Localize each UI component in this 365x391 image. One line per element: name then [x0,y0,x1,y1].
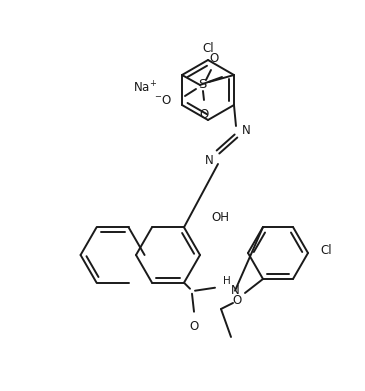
Text: N: N [231,284,240,297]
Text: S: S [198,79,206,91]
Text: O: O [199,108,209,120]
Text: O: O [210,52,219,65]
Text: O: O [233,294,242,307]
Text: OH: OH [211,211,229,224]
Text: O: O [189,320,199,333]
Text: Cl: Cl [320,244,332,258]
Text: N: N [242,124,251,136]
Text: $^{-}$O: $^{-}$O [154,93,172,106]
Text: N: N [205,154,214,167]
Text: Na$^{+}$: Na$^{+}$ [133,80,157,96]
Text: H: H [223,276,231,286]
Text: Cl: Cl [202,43,214,56]
